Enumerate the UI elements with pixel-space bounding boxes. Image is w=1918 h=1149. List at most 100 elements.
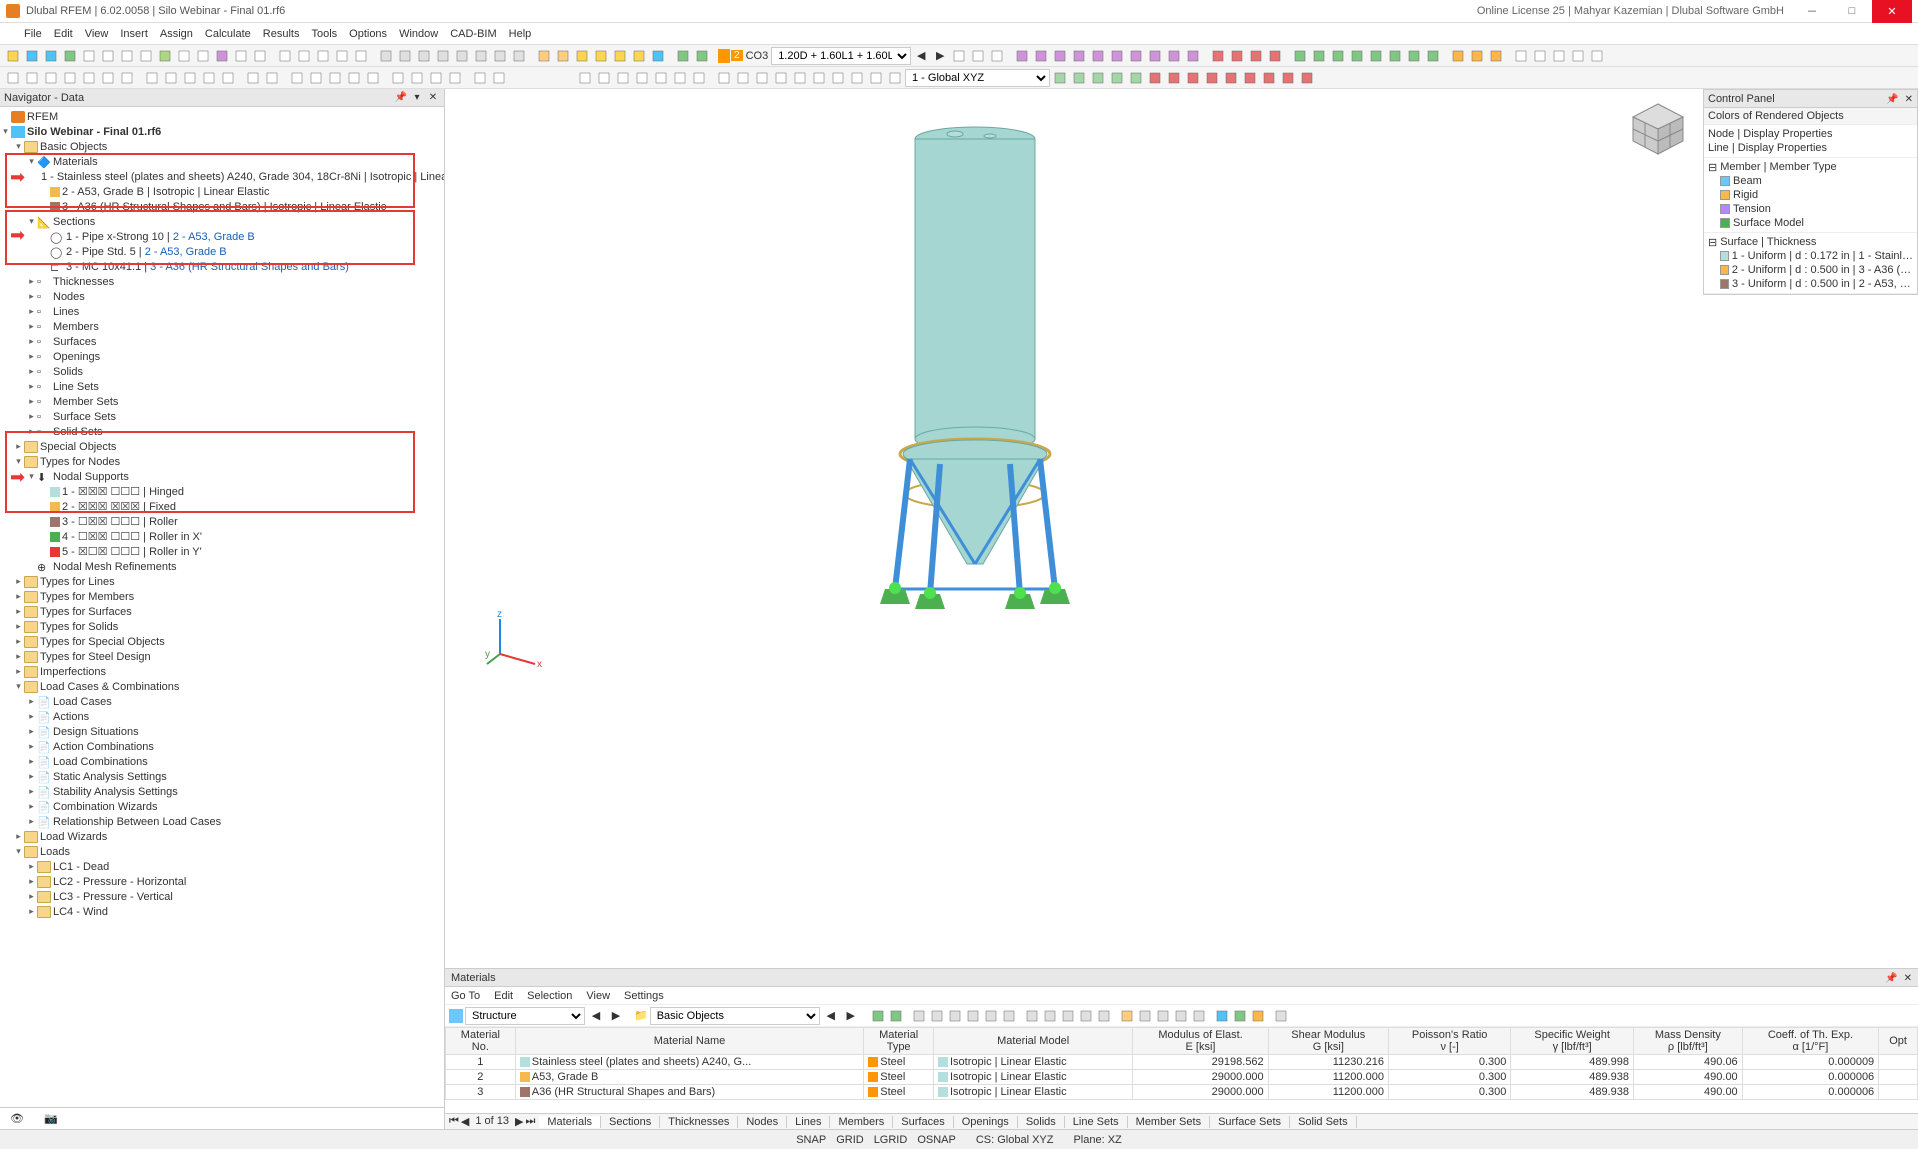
cp-member-type-head[interactable]: ⊟ Member | Member Type xyxy=(1708,160,1913,174)
menu-file[interactable]: File xyxy=(18,28,48,40)
toolbar1-btn-10[interactable] xyxy=(194,47,212,65)
tree-node[interactable]: 1 - ☒☒☒ ☐☐☐ | Hinged xyxy=(0,484,444,499)
tree-node[interactable]: 4 - ☐☒☒ ☐☐☐ | Roller in X' xyxy=(0,529,444,544)
toolbar1-btn-b7[interactable] xyxy=(1070,47,1088,65)
tb2-y7[interactable] xyxy=(848,69,866,87)
toolbar1-btn-38[interactable] xyxy=(674,47,692,65)
mat-th[interactable]: MaterialNo. xyxy=(446,1028,516,1055)
bottom-tab-sections[interactable]: Sections xyxy=(601,1116,660,1128)
toolbar1-btn-7[interactable] xyxy=(137,47,155,65)
mat-th[interactable]: Coeff. of Th. Exp.α [1/°F] xyxy=(1742,1028,1879,1055)
mat-row[interactable]: 1 Stainless steel (plates and sheets) A2… xyxy=(446,1055,1918,1070)
tree-node[interactable]: ▸📄Relationship Between Load Cases xyxy=(0,814,444,829)
tb2-y1[interactable] xyxy=(734,69,752,87)
toolbar1-btn-b37[interactable] xyxy=(1588,47,1606,65)
tree-node[interactable]: ▸Load Wizards xyxy=(0,829,444,844)
navigator-tree[interactable]: RFEM ▾Silo Webinar - Final 01.rf6 ▾Basic… xyxy=(0,107,444,1107)
tb2-x7[interactable] xyxy=(690,69,708,87)
bottom-tab-lines[interactable]: Lines xyxy=(787,1116,830,1128)
toolbar1-btn-b36[interactable] xyxy=(1569,47,1587,65)
materials-table[interactable]: MaterialNo.Material NameMaterialTypeMate… xyxy=(445,1027,1918,1113)
tb2-z5[interactable] xyxy=(1146,69,1164,87)
bottom-tab-member-sets[interactable]: Member Sets xyxy=(1128,1116,1210,1128)
cp-surf-thick-head[interactable]: ⊟ Surface | Thickness xyxy=(1708,235,1913,249)
tb2-z10[interactable] xyxy=(1241,69,1259,87)
toolbar1-btn-b25[interactable] xyxy=(1386,47,1404,65)
mat-toolbar-btn-16[interactable] xyxy=(1118,1007,1136,1025)
tb2-z13[interactable] xyxy=(1298,69,1316,87)
bottom-tab-solids[interactable]: Solids xyxy=(1018,1116,1065,1128)
mat-toolbar-btn-20[interactable] xyxy=(1190,1007,1208,1025)
tree-node[interactable]: RFEM xyxy=(0,109,444,124)
toolbar2-btn-15[interactable] xyxy=(263,69,281,87)
cp-surf-item[interactable]: 2 - Uniform | d : 0.500 in | 3 - A36 (HR… xyxy=(1708,263,1913,277)
mat-toolbar-btn-13[interactable] xyxy=(1077,1007,1095,1025)
mat-next-icon[interactable]: ▶ xyxy=(607,1007,625,1025)
mat-th[interactable]: Shear ModulusG [ksi] xyxy=(1268,1028,1388,1055)
toolbar1-btn-b11[interactable] xyxy=(1146,47,1164,65)
mat-row[interactable]: 3 A36 (HR Structural Shapes and Bars) St… xyxy=(446,1085,1918,1100)
toolbar2-btn-10[interactable] xyxy=(181,69,199,87)
tree-node[interactable]: ▸LC2 - Pressure - Horizontal xyxy=(0,874,444,889)
menu-window[interactable]: Window xyxy=(393,28,444,40)
mat-th[interactable]: Opt xyxy=(1879,1028,1918,1055)
tree-node[interactable]: ▸Special Objects xyxy=(0,439,444,454)
mat-pin-icon[interactable]: 📌 xyxy=(1885,973,1897,984)
tb2-z9[interactable] xyxy=(1222,69,1240,87)
toolbar1-btn-b0[interactable] xyxy=(950,47,968,65)
toolbar1-btn-13[interactable] xyxy=(251,47,269,65)
mat-close-icon[interactable]: ✕ xyxy=(1904,973,1912,984)
mat-toolbar-btn-22[interactable] xyxy=(1213,1007,1231,1025)
toolbar2-btn-3[interactable] xyxy=(61,69,79,87)
tree-node[interactable]: ▸📄Load Combinations xyxy=(0,754,444,769)
bottom-tab-solid-sets[interactable]: Solid Sets xyxy=(1290,1116,1357,1128)
mat-th[interactable]: Mass Densityρ [lbf/ft³] xyxy=(1633,1028,1742,1055)
status-lgrid[interactable]: LGRID xyxy=(874,1134,908,1146)
mat-toolbar-btn-18[interactable] xyxy=(1154,1007,1172,1025)
status-osnap[interactable]: OSNAP xyxy=(917,1134,956,1146)
cp-member-item[interactable]: Tension xyxy=(1708,202,1913,216)
pager-last-icon[interactable]: ⏭ xyxy=(525,1115,535,1128)
tb2-y5[interactable] xyxy=(810,69,828,87)
cp-close-icon[interactable]: ✕ xyxy=(1905,94,1913,105)
bottom-tab-line-sets[interactable]: Line Sets xyxy=(1065,1116,1128,1128)
toolbar1-btn-b22[interactable] xyxy=(1329,47,1347,65)
cp-member-item[interactable]: Surface Model xyxy=(1708,216,1913,230)
toolbar1-btn-b20[interactable] xyxy=(1291,47,1309,65)
toolbar1-btn-26[interactable] xyxy=(472,47,490,65)
toolbar1-btn-6[interactable] xyxy=(118,47,136,65)
tree-node[interactable]: ▾Types for Nodes xyxy=(0,454,444,469)
menu-help[interactable]: Help xyxy=(503,28,538,40)
pager-prev-icon[interactable]: ◀ xyxy=(461,1115,469,1128)
mat-th[interactable]: Poisson's Ratioν [-] xyxy=(1388,1028,1510,1055)
toolbar2-btn-23[interactable] xyxy=(389,69,407,87)
mat-next2-icon[interactable]: ▶ xyxy=(842,1007,860,1025)
tree-node[interactable]: ▸▫Solids xyxy=(0,364,444,379)
status-grid[interactable]: GRID xyxy=(836,1134,864,1146)
mat-toolbar-btn-5[interactable] xyxy=(946,1007,964,1025)
toolbar1-btn-b24[interactable] xyxy=(1367,47,1385,65)
tb2-x6[interactable] xyxy=(671,69,689,87)
tree-node[interactable]: ▾🔷Materials xyxy=(0,154,444,169)
mat-menu-view[interactable]: View xyxy=(586,990,610,1002)
toolbar2-btn-14[interactable] xyxy=(244,69,262,87)
toolbar1-btn-b27[interactable] xyxy=(1424,47,1442,65)
nav-close-icon[interactable]: ✕ xyxy=(426,91,440,105)
tree-node[interactable]: ▸📄Action Combinations xyxy=(0,739,444,754)
tb2-y4[interactable] xyxy=(791,69,809,87)
toolbar2-btn-11[interactable] xyxy=(200,69,218,87)
mat-toolbar-btn-6[interactable] xyxy=(964,1007,982,1025)
tree-node[interactable]: ▸📄Actions xyxy=(0,709,444,724)
tb2-z3[interactable] xyxy=(1108,69,1126,87)
tree-node[interactable]: ▸LC1 - Dead xyxy=(0,859,444,874)
tree-node[interactable]: ▾Basic Objects xyxy=(0,139,444,154)
tb2-z7[interactable] xyxy=(1184,69,1202,87)
toolbar1-btn-b4[interactable] xyxy=(1013,47,1031,65)
cp-pin-icon[interactable]: 📌 xyxy=(1886,94,1898,105)
tb2-z12[interactable] xyxy=(1279,69,1297,87)
tb2-y0[interactable] xyxy=(715,69,733,87)
bottom-tab-materials[interactable]: Materials xyxy=(539,1116,601,1128)
tb2-x2[interactable] xyxy=(595,69,613,87)
toolbar1-btn-17[interactable] xyxy=(314,47,332,65)
menu-view[interactable]: View xyxy=(79,28,115,40)
